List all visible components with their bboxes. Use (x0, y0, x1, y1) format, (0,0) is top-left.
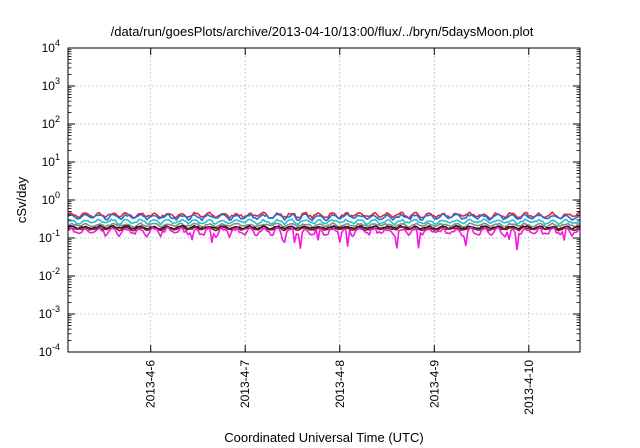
series-line (67, 213, 581, 222)
series-line (67, 211, 581, 220)
grid (68, 48, 580, 352)
y-axis-title: cSv/day (14, 176, 29, 223)
series-group (67, 211, 581, 251)
x-tick-label: 2013-4-8 (333, 360, 347, 408)
x-tick-label: 2013-4-10 (522, 360, 536, 415)
series-line (67, 218, 581, 226)
y-tick-label: 10-4 (39, 342, 60, 359)
series-line (67, 222, 581, 229)
y-tick-label: 103 (42, 76, 60, 93)
y-tick-label: 102 (42, 114, 60, 131)
y-axis: 10-4 10-3 10-2 10-1 100 101 102 103 104 (39, 38, 580, 359)
x-axis: 2013-4-6 2013-4-7 2013-4-8 2013-4-9 2013-4-1… (144, 48, 536, 415)
x-axis-title: Coordinated Universal Time (UTC) (224, 430, 423, 445)
series-line (67, 226, 581, 251)
y-tick-label: 10-3 (39, 304, 60, 321)
y-tick-label: 104 (42, 38, 60, 55)
chart-title: /data/run/goesPlots/archive/2013-04-10/1… (111, 24, 534, 39)
y-tick-label: 10-2 (39, 266, 60, 283)
x-tick-label: 2013-4-6 (144, 360, 158, 408)
y-tick-label: 101 (42, 152, 60, 169)
x-tick-label: 2013-4-9 (427, 360, 441, 408)
x-tick-label: 2013-4-7 (238, 360, 252, 408)
y-tick-label: 100 (42, 190, 60, 207)
y-tick-label: 10-1 (39, 228, 60, 245)
